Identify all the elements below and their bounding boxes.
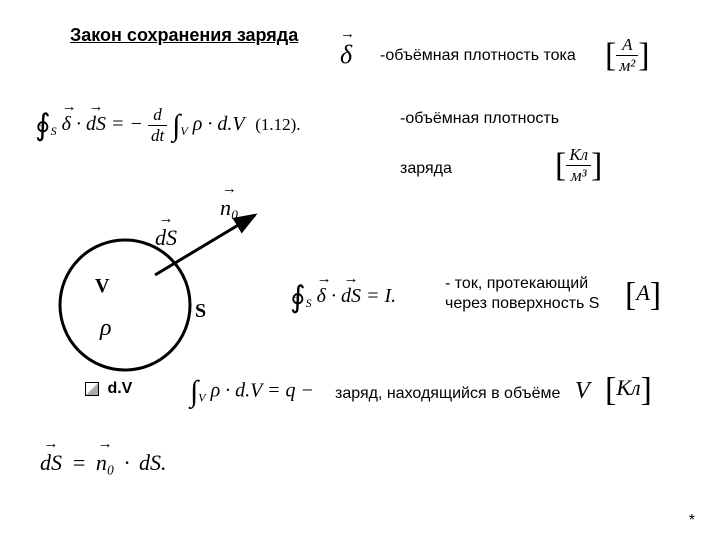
dS-eq-rhs: dS.: [139, 450, 167, 475]
charge-equation: ∫V ρ · d.V = q −: [190, 375, 314, 409]
S-label: S: [195, 300, 206, 323]
dS-eq-dot: ·: [124, 450, 130, 475]
V-label: V: [95, 275, 109, 298]
cur-oint: ∮: [290, 280, 306, 315]
current-equation: ∮S δ · dS = I.: [290, 280, 396, 315]
chg-expr: ρ · d.V = q −: [211, 380, 314, 402]
rho-label: ρ: [100, 315, 112, 342]
cur-oint-sub: S: [306, 296, 312, 310]
chg-unit-sym: Кл: [616, 375, 640, 400]
dV-label: d.V: [107, 380, 132, 397]
chg-int: ∫: [190, 375, 198, 409]
cur-dS: dS: [341, 285, 361, 307]
volume-circle: [60, 240, 190, 370]
cur-unit-sym: A: [636, 280, 649, 305]
current-unit: [A]: [625, 280, 661, 309]
chg-int-sub: V: [198, 391, 205, 405]
cur-delta: δ: [317, 285, 326, 307]
footer-asterisk: *: [689, 512, 695, 530]
dS-eq-eq: =: [72, 450, 87, 475]
dS-arrow: dS: [155, 225, 177, 250]
dS-eq-lhs: dS: [40, 450, 62, 475]
current-desc1: - ток, протекающий: [445, 275, 588, 293]
n0-vec-label: n₀: [220, 195, 239, 221]
dS-vec-label: dS: [155, 225, 177, 251]
dV-box-icon: [85, 382, 99, 396]
dS-eq-n0: n₀: [96, 450, 115, 475]
dV-container: d.V: [85, 380, 132, 398]
charge-unit: [Кл]: [605, 375, 652, 404]
charge-V: V: [575, 378, 590, 405]
n0-arrow: n₀: [220, 195, 239, 220]
charge-desc: заряд, находящийся в объёме: [335, 385, 560, 403]
current-desc2: через поверхность S: [445, 295, 599, 313]
dS-equation: dS = n₀ · dS.: [40, 450, 167, 476]
